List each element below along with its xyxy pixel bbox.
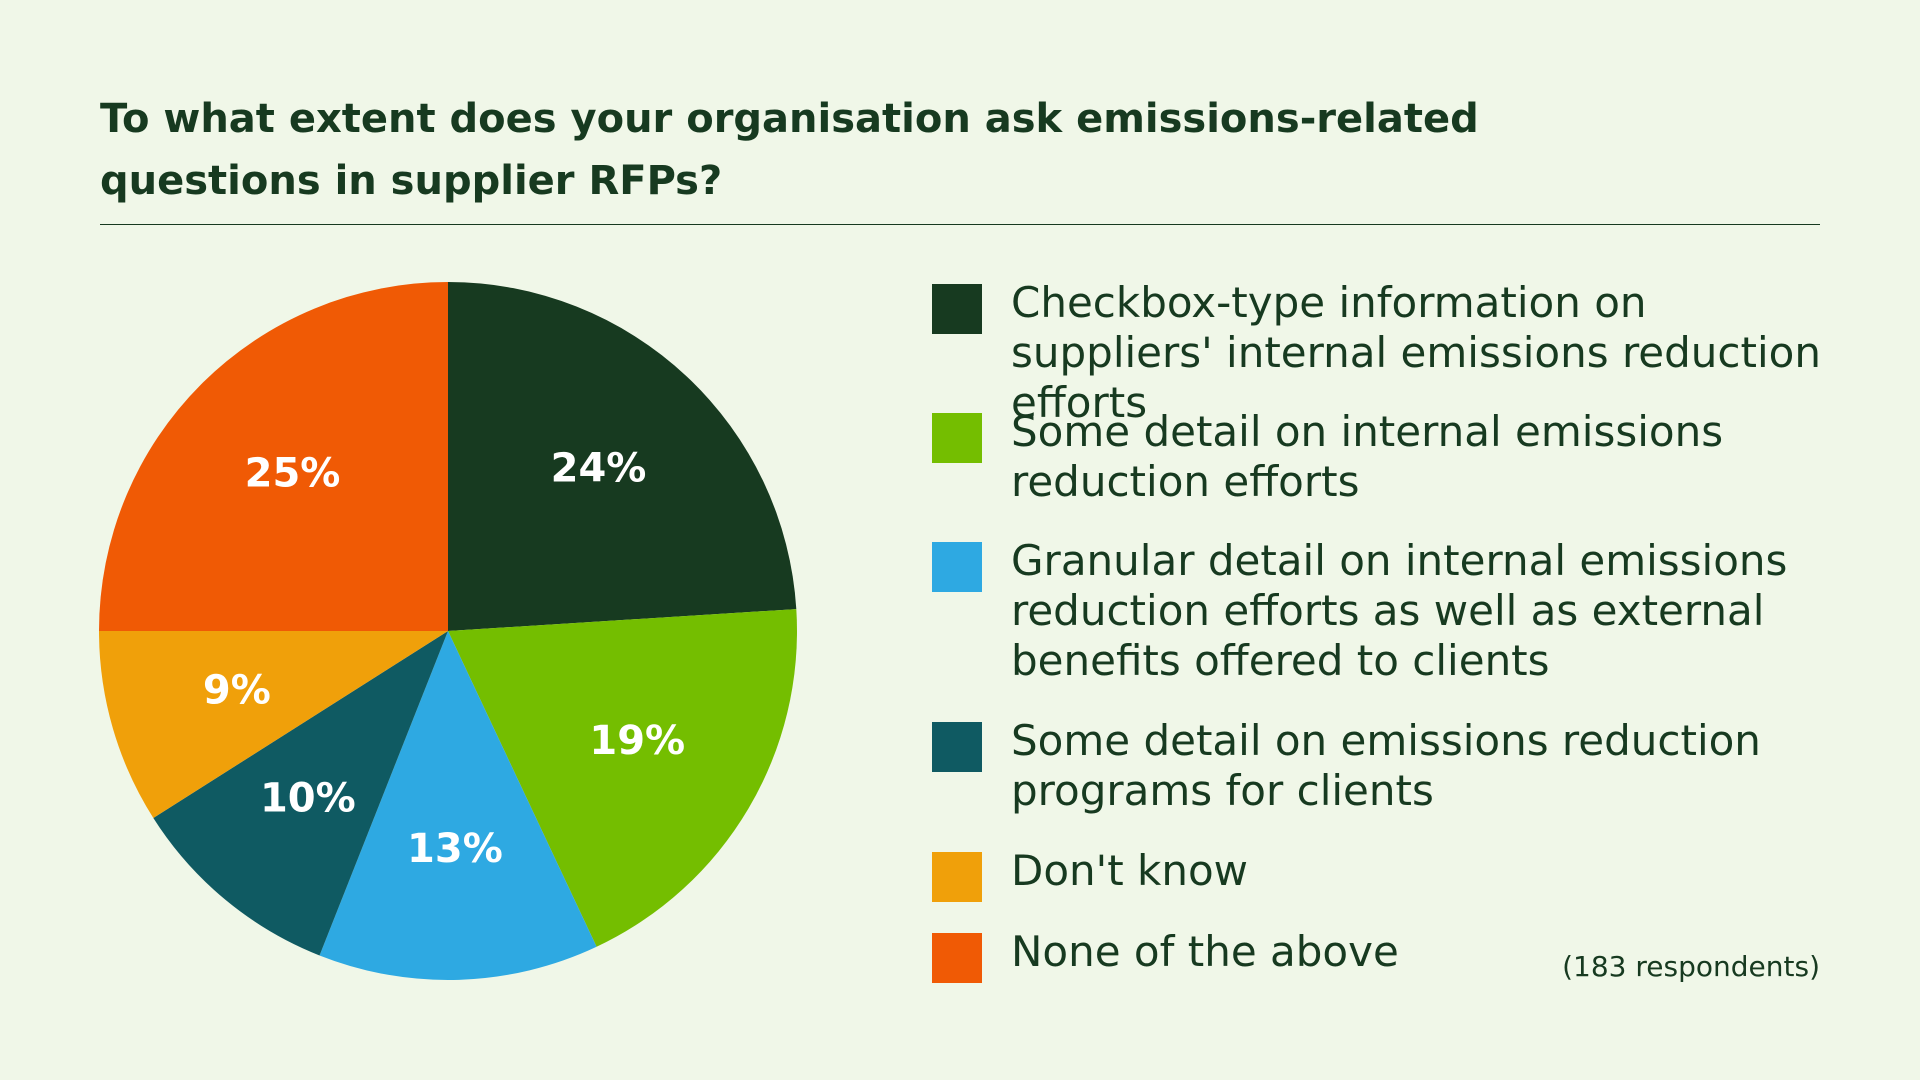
slice-label: 24% [551,446,647,492]
slice-label: 19% [589,718,685,764]
legend-swatch [932,852,982,902]
pie-slice [99,282,448,631]
pie-slice [99,631,448,819]
slice-label: 13% [407,826,503,872]
pie-slice [448,282,797,631]
legend-swatch [932,933,982,983]
legend-swatch [932,722,982,772]
legend-label: Don't know [1011,846,1249,895]
pie-slice [319,631,597,981]
slice-label: 9% [203,667,271,713]
legend-swatch [932,284,982,334]
legend-label: Granular detail on internal emissions re… [1011,536,1788,685]
legend-swatch [932,542,982,592]
chart-title: To what extent does your organisation as… [100,96,1479,204]
slice-label: 25% [245,451,341,497]
footnote: (183 respondents) [1562,950,1820,983]
legend-label: Some detail on internal emissions reduct… [1011,407,1724,506]
pie-slice [153,631,448,956]
pie-slice [448,609,798,947]
legend-label: Some detail on emissions reduction progr… [1011,716,1761,815]
legend-swatch [932,413,982,463]
legend-label: None of the above [1011,927,1399,976]
slice-label: 10% [260,775,356,821]
legend-label: Checkbox-type information on suppliers' … [1011,278,1821,427]
title-rule [100,224,1820,225]
